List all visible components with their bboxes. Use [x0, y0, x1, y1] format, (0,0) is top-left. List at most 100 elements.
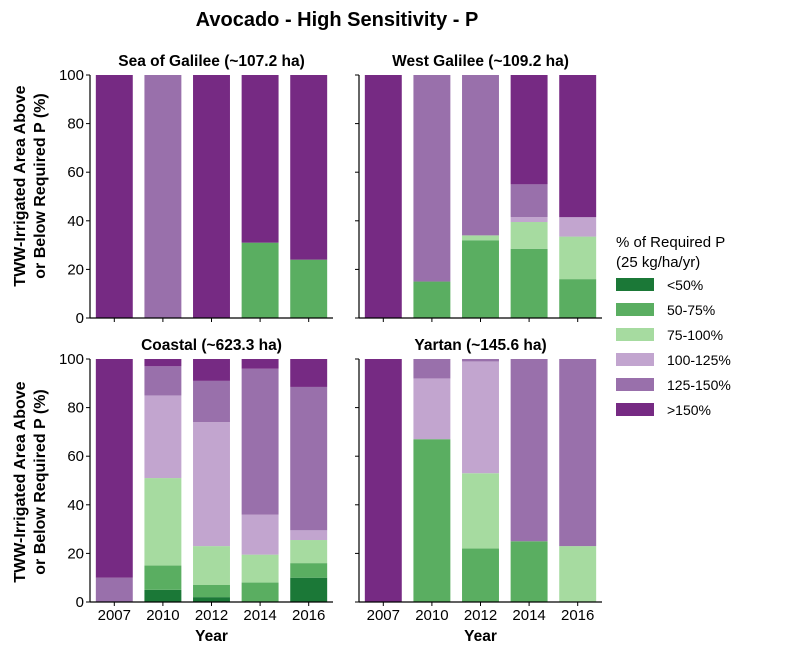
legend-swatch — [616, 378, 654, 391]
panel-title: Sea of Galilee (~107.2 ha) — [118, 53, 305, 70]
x-tick-label: 2012 — [464, 607, 497, 624]
x-tick-label: 2007 — [98, 607, 131, 624]
x-axis-label: Year — [195, 628, 228, 645]
bar-segment — [241, 554, 279, 583]
y-tick-label: 40 — [67, 497, 84, 514]
y-tick-label: 40 — [67, 213, 84, 230]
y-axis-label-line2: or Below Required P (%) — [32, 389, 49, 575]
x-tick-label: 2010 — [415, 607, 448, 624]
bar-segment — [144, 359, 182, 367]
bar-segment — [144, 395, 182, 479]
chart-panels: 0 20 40 60 80 100 Sea of Galilee (~107.2 ha) We… — [59, 53, 602, 645]
legend-label: >150% — [667, 402, 711, 418]
x-tick-label: 2014 — [512, 607, 545, 624]
bar-segment — [413, 75, 451, 282]
bar-segment — [193, 75, 230, 318]
y-tick-label: 100 — [59, 67, 84, 84]
legend-swatch — [616, 303, 654, 316]
bar-segment — [510, 75, 548, 185]
bar-segment — [241, 514, 279, 555]
bar-segment — [290, 540, 328, 564]
y-axis-label-line1: TWW-Irrigated Area Above — [12, 381, 29, 582]
legend-label: <50% — [667, 277, 703, 293]
bar-segment — [144, 366, 182, 396]
bar-segment — [290, 386, 328, 531]
x-tick-label: 2016 — [292, 607, 325, 624]
bar-segment — [510, 217, 548, 223]
bar-segment — [559, 236, 597, 280]
bar-segment — [413, 281, 451, 318]
bar-segment — [364, 75, 402, 318]
y-axis-label-top: TWW-Irrigated Area Above or Below Requir… — [12, 85, 49, 286]
bar-segment — [510, 248, 548, 318]
y-tick-label: 0 — [76, 310, 84, 327]
bar-segment — [462, 75, 499, 236]
bar-segment — [510, 541, 548, 602]
y-tick-label: 0 — [76, 594, 84, 611]
y-axis-label-line2: or Below Required P (%) — [32, 93, 49, 279]
bar-segment — [462, 240, 499, 318]
legend-swatch — [616, 278, 654, 291]
bar-segment — [413, 439, 451, 602]
bar-segment — [290, 530, 328, 541]
y-tick-label: 60 — [67, 448, 84, 465]
x-axis-label: Year — [464, 628, 497, 645]
bar-segment — [559, 279, 597, 318]
bar-segment — [290, 359, 328, 387]
bar-segment — [559, 217, 597, 237]
panel-title: West Galilee (~109.2 ha) — [392, 53, 569, 70]
bar-segment — [462, 235, 499, 241]
bar-segment — [510, 222, 548, 249]
x-tick-label: 2007 — [367, 607, 400, 624]
bar-segment — [290, 563, 328, 578]
bar-segment — [144, 478, 182, 566]
x-tick-label: 2016 — [561, 607, 594, 624]
y-tick-label: 80 — [67, 116, 84, 133]
bar-segment — [193, 422, 230, 547]
bar-segment — [241, 582, 279, 602]
legend-swatch — [616, 403, 654, 416]
legend: % of Required P (25 kg/ha/yr) <50% 50-75%… — [616, 234, 731, 418]
bar-segment — [193, 359, 230, 381]
panel-3: 2007 2010 2012 2014 2016 0 20 40 60 80 100 Coastal … — [59, 337, 333, 645]
bar-segment — [193, 584, 230, 598]
bar-segment — [144, 75, 182, 318]
panel-4: 2007 2010 2012 2014 2016 Yartan (~145.6 ha) Ye… — [355, 337, 602, 645]
figure-title: Avocado - High Sensitivity - P — [196, 9, 479, 31]
bar-segment — [241, 359, 279, 369]
bar-segment — [559, 546, 597, 602]
y-tick-label: 20 — [67, 545, 84, 562]
bar-segment — [144, 589, 182, 602]
bar-segment — [559, 75, 597, 218]
bar-segment — [462, 548, 499, 602]
legend-label: 50-75% — [667, 302, 715, 318]
bar-segment — [193, 597, 230, 602]
bar-segment — [559, 359, 597, 547]
legend-title-line2: (25 kg/ha/yr) — [616, 254, 700, 271]
bar-segment — [290, 577, 328, 602]
bar-segment — [95, 75, 133, 318]
bar-segment — [462, 361, 499, 474]
panel-title: Coastal (~623.3 ha) — [141, 337, 282, 354]
legend-swatch — [616, 353, 654, 366]
panel-2: West Galilee (~109.2 ha) — [355, 53, 602, 322]
bar-segment — [193, 546, 230, 585]
x-tick-label: 2010 — [146, 607, 179, 624]
panel-1: 0 20 40 60 80 100 Sea of Galilee (~107.2 ha) — [59, 53, 333, 327]
bar-segment — [241, 368, 279, 515]
bar-segment — [462, 473, 499, 549]
x-tick-label: 2014 — [243, 607, 276, 624]
y-tick-label: 20 — [67, 261, 84, 278]
bar-segment — [290, 75, 328, 260]
bar-segment — [193, 380, 230, 423]
bar-segment — [95, 577, 133, 602]
y-axis-label-bottom: TWW-Irrigated Area Above or Below Requir… — [12, 381, 49, 582]
legend-title-line1: % of Required P — [616, 234, 725, 251]
bar-segment — [290, 259, 328, 318]
legend-swatch — [616, 328, 654, 341]
y-tick-label: 100 — [59, 351, 84, 368]
bar-segment — [241, 242, 279, 318]
legend-label: 100-125% — [667, 352, 731, 368]
x-tick-label: 2012 — [195, 607, 228, 624]
